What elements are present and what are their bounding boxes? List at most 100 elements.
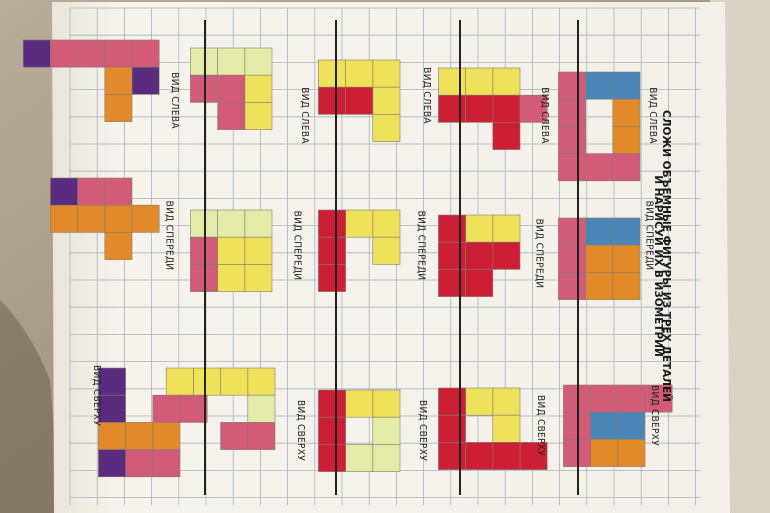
figure-cell-yellow — [318, 59, 346, 88]
figure-cell-purple — [98, 394, 126, 423]
figure-cell-pink — [247, 422, 276, 450]
figure-cell-orange — [612, 126, 641, 154]
figure-cell-red — [465, 241, 494, 270]
figure-cell-yellow — [244, 102, 273, 130]
figure-cell-yellow — [438, 67, 466, 96]
figure-cell-pink — [104, 39, 133, 68]
figure-cell-yellow — [372, 86, 401, 115]
figure-cell-pink — [217, 74, 246, 103]
figure-cell-pink — [558, 272, 586, 300]
figure-cell-orange — [612, 98, 641, 127]
figure-cell-yellow — [492, 387, 521, 416]
figure-cell-pink — [220, 422, 249, 450]
label-front-4: ВИД СПЕРЕДИ — [291, 210, 303, 281]
figure-cell-red — [438, 414, 466, 443]
figure-cell-orange — [104, 94, 133, 122]
label-top-5: ВИД СВЕРХУ — [91, 365, 102, 426]
separator-lines — [204, 20, 579, 495]
figure-cell-pink — [590, 384, 619, 413]
figure-cell-pink — [50, 39, 78, 68]
figure-cell-red — [438, 387, 466, 416]
label-left-1: ВИД СЛЕВА — [646, 87, 658, 144]
figure-cell-yellow — [372, 236, 401, 265]
figure-cell-purple — [50, 177, 78, 206]
label-top-1: ВИД СВЕРХУ — [649, 385, 660, 446]
figure-cell-yellow — [372, 59, 401, 88]
label-front-3: ВИД СПЕРЕДИ — [415, 210, 427, 281]
figure-cell-purple — [98, 449, 126, 478]
label-left-5: ВИД СЛЕВА — [168, 72, 180, 129]
figure-cell-yellow — [465, 214, 494, 243]
figure-cell-yellow — [372, 389, 401, 418]
figure-cell-pink — [617, 384, 646, 413]
figure-cell-red — [492, 94, 521, 123]
figure-cell-red — [438, 214, 466, 243]
figure-cell-pink — [77, 177, 106, 206]
figure-cell-yellow — [165, 367, 194, 396]
figure-cell-red — [519, 442, 548, 470]
figure-cell-yellow — [193, 367, 221, 396]
label-front-5: ВИД СПЕРЕДИ — [163, 200, 175, 271]
figure-cell-blue — [617, 411, 646, 440]
figure-cell-orange — [131, 204, 160, 233]
figure-cell-orange — [98, 422, 126, 450]
label-top-4: ВИД СВЕРХУ — [295, 400, 306, 461]
figure-cell-orange — [617, 439, 646, 467]
figure-cell-pink — [179, 394, 208, 423]
figure-cell-yellow — [244, 74, 273, 103]
figure-cell-pink — [585, 153, 614, 182]
figure-cell-pink — [104, 177, 133, 206]
figure-cell-yellow — [372, 209, 401, 238]
figure-cell-purple — [98, 367, 126, 396]
figure-cell-pink — [519, 94, 548, 123]
figure-cell-red — [465, 269, 494, 297]
figure-cell-yellow — [465, 67, 494, 96]
figure-cell-yellow — [345, 389, 374, 418]
figure-cell-yellow — [247, 367, 276, 396]
figure-cell-yellow — [220, 367, 249, 396]
figure-cell-pink — [612, 153, 641, 182]
figure-cell-pale_yellow — [244, 47, 273, 76]
figure-cell-purple — [131, 66, 160, 95]
figure-cell-red — [345, 86, 374, 115]
figure-cell-pink — [125, 449, 154, 478]
figure-cell-orange — [104, 204, 133, 233]
figure-cell-blue — [612, 71, 641, 100]
label-left-3: ВИД СЛЕВА — [420, 67, 432, 124]
figure-cell-blue — [612, 217, 641, 246]
figure-cell-orange — [50, 204, 78, 233]
figure-cell-pink — [558, 244, 586, 273]
figure-cell-pale_yellow — [372, 416, 401, 445]
figure-cell-red — [318, 444, 346, 472]
figure-cell-red — [438, 241, 466, 270]
figure-cell-red — [438, 442, 466, 470]
figure-cell-yellow — [217, 264, 246, 292]
figure-cell-red — [465, 94, 494, 123]
label-front-1: ВИД СПЕРЕДИ — [643, 200, 655, 271]
figure-cell-pink — [77, 39, 106, 68]
figure-cell-pale_yellow — [244, 209, 273, 238]
figure-cell-orange — [585, 244, 614, 273]
figure-cell-orange — [125, 422, 154, 450]
figure-cell-pink — [152, 449, 181, 478]
figure-cell-red — [438, 269, 466, 297]
figure-cell-yellow — [345, 59, 374, 88]
figure-cell-yellow — [492, 214, 521, 243]
figure-cell-red — [492, 442, 521, 470]
figure-cell-red — [318, 416, 346, 445]
figure-cell-pink — [217, 102, 246, 130]
figure-cell-orange — [590, 439, 619, 467]
figure-cell-red — [438, 94, 466, 123]
figure-cell-blue — [585, 71, 614, 100]
figure-cell-pink — [131, 39, 160, 68]
figure-cell-yellow — [492, 67, 521, 96]
figure-cell-pale_yellow — [247, 394, 276, 423]
figure-cell-yellow — [345, 209, 374, 238]
figure-cell-blue — [590, 411, 619, 440]
figure-cell-orange — [612, 244, 641, 273]
figure-cell-pale_yellow — [372, 444, 401, 472]
figure-cell-yellow — [465, 387, 494, 416]
figure-cell-orange — [612, 272, 641, 300]
figure-cell-orange — [104, 232, 133, 260]
figure-cell-orange — [585, 272, 614, 300]
